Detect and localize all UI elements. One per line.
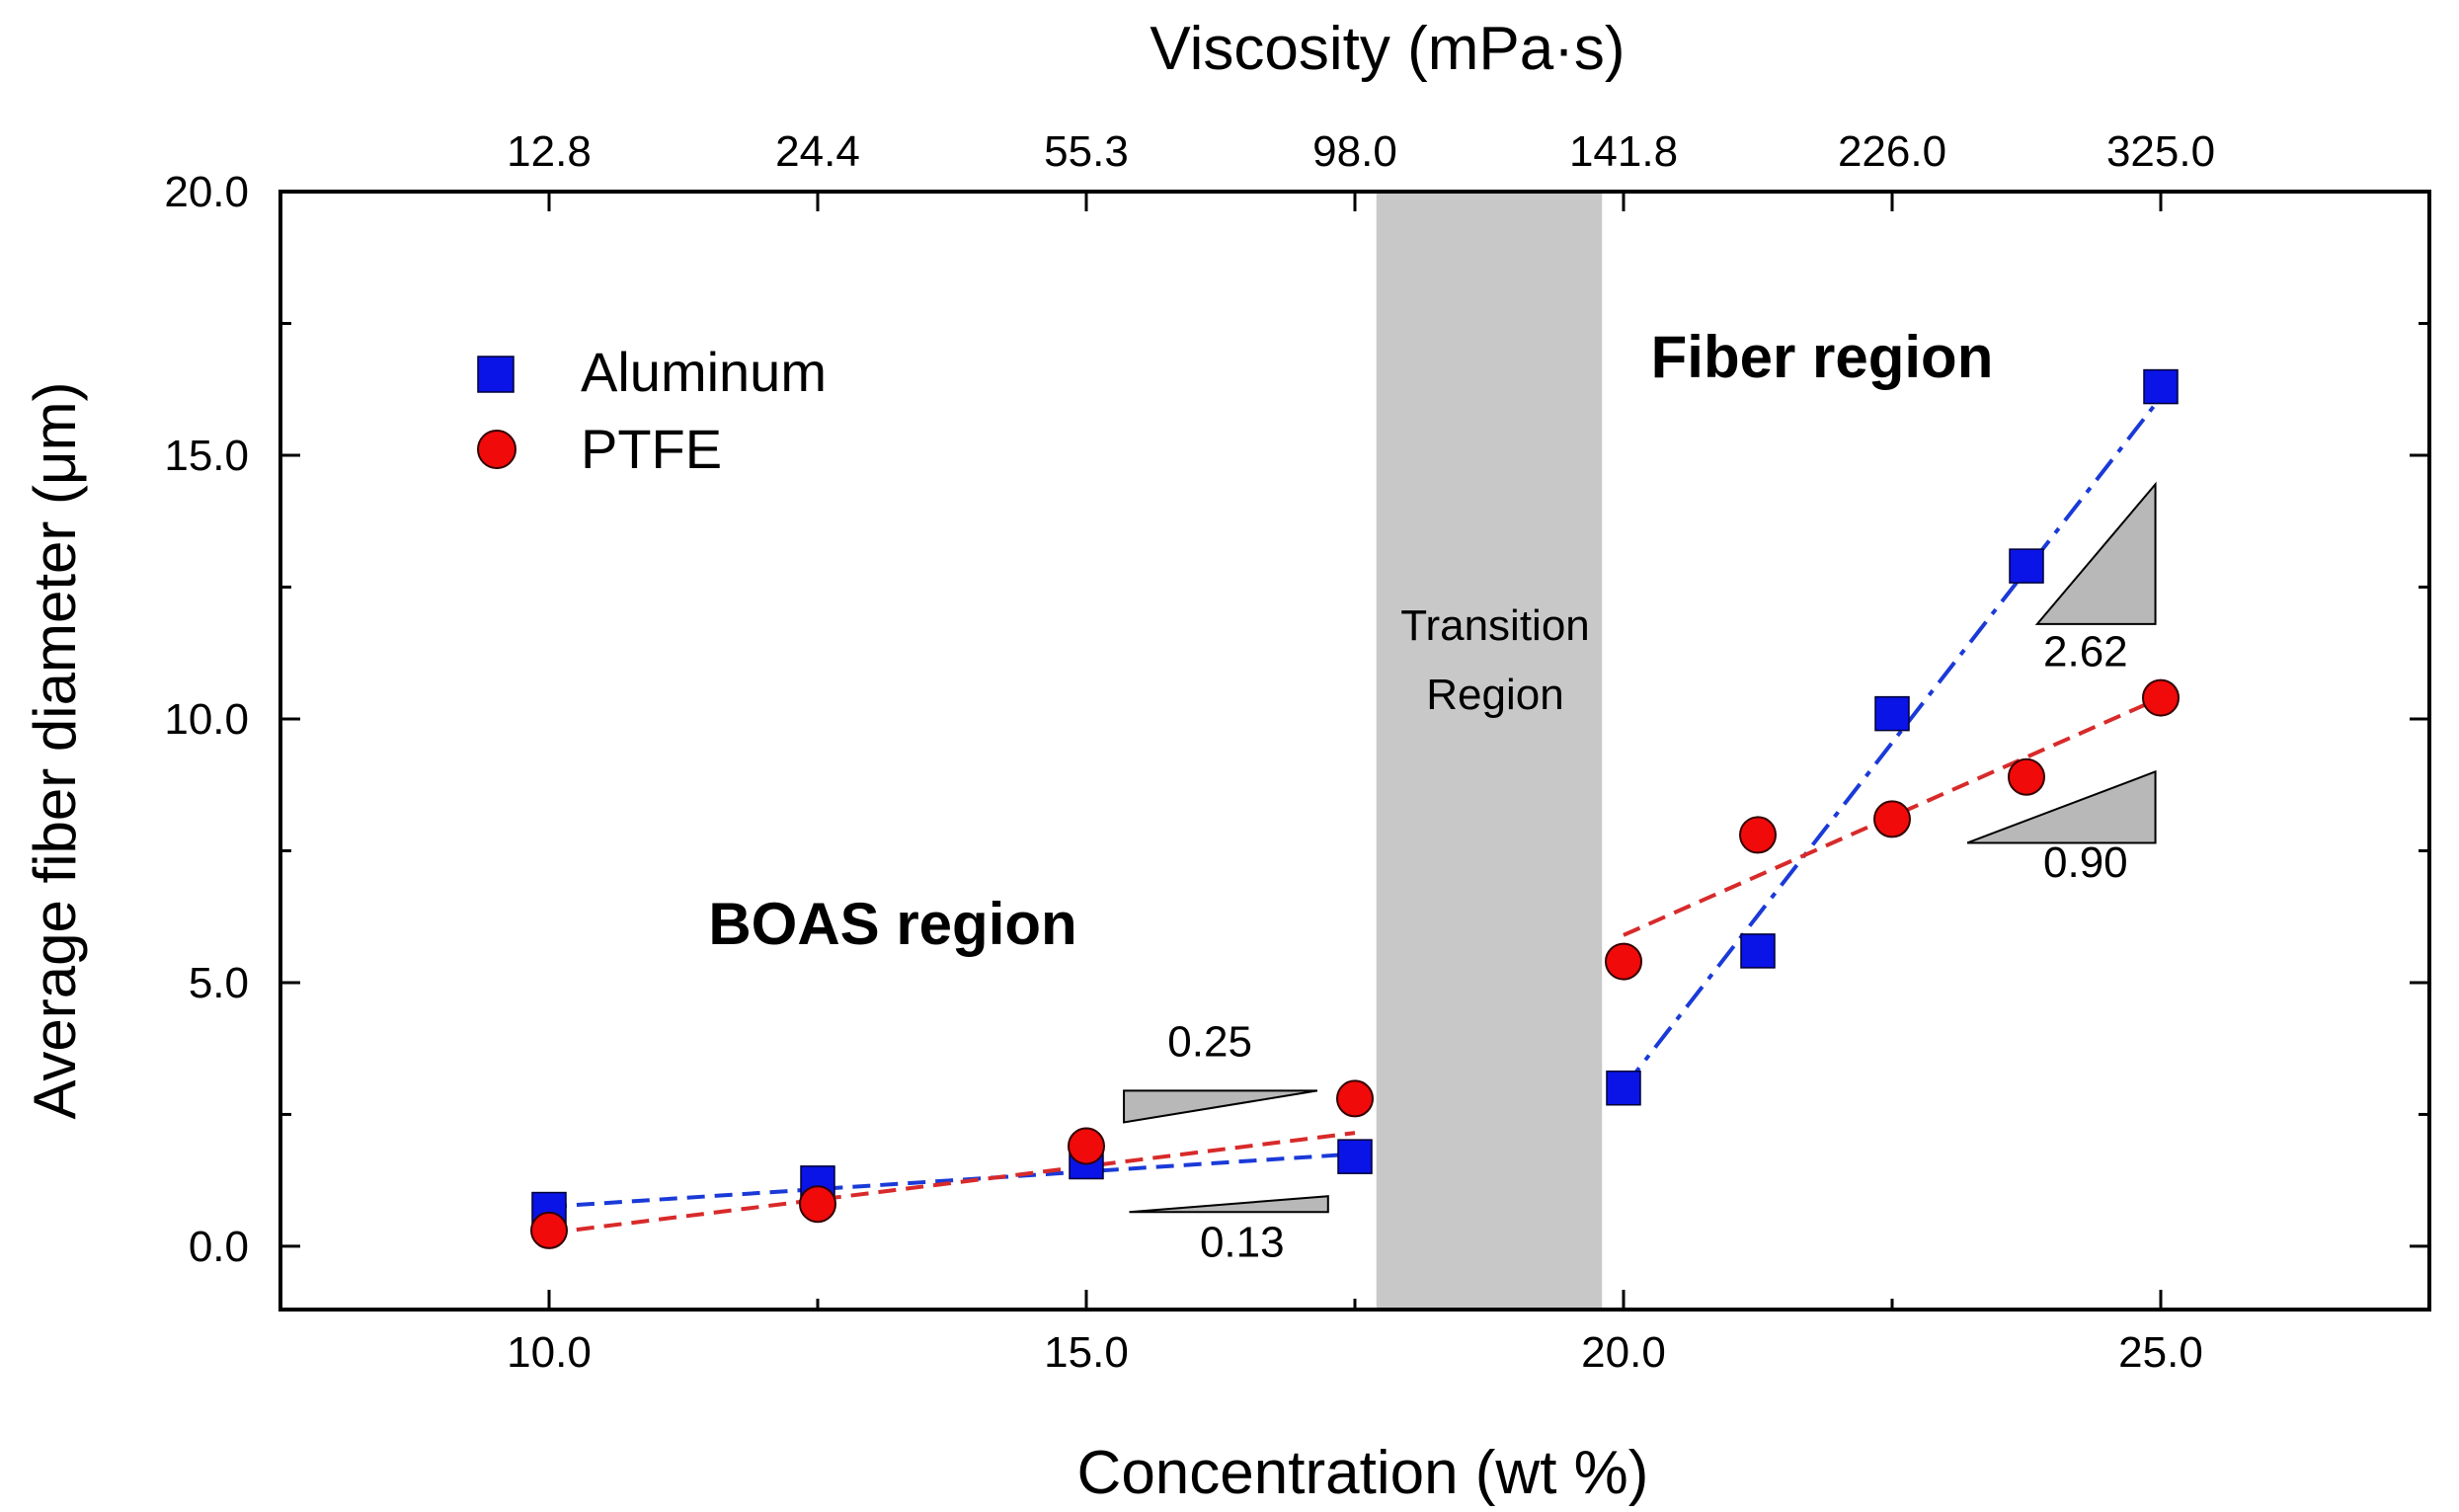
top-tick-label: 55.3 [1044, 127, 1129, 176]
region-layer [1376, 194, 1603, 1308]
x-tick-label: 25.0 [2118, 1328, 2203, 1377]
annotation-boas-region: BOAS region [708, 891, 1076, 957]
y-tick-label: 0.0 [189, 1223, 249, 1271]
ptfe-point [1873, 800, 1911, 838]
ptfe-point [2142, 678, 2180, 717]
aluminum-point [1740, 933, 1776, 969]
top-tick-label: 226.0 [1838, 127, 1946, 176]
ptfe-point [1336, 1079, 1374, 1118]
y-tick-label: 10.0 [164, 695, 249, 744]
slope-triangle [1966, 769, 2157, 844]
slope-triangle [2034, 481, 2157, 625]
ptfe-point [1068, 1127, 1105, 1165]
legend: Aluminum PTFE [477, 341, 827, 480]
top-tick-label: 24.4 [775, 127, 860, 176]
ptfe-point [530, 1211, 568, 1249]
ptfe-point [1605, 942, 1642, 981]
aluminum-point [2143, 368, 2179, 405]
y-tick-label: 20.0 [164, 168, 249, 216]
ptfe-point [1739, 816, 1777, 854]
legend-marker-aluminum [477, 356, 515, 393]
y-tick-label: 5.0 [189, 959, 249, 1007]
aluminum-point [1337, 1139, 1373, 1174]
y-tick-label: 15.0 [164, 432, 249, 480]
top-tick-label: 141.8 [1569, 127, 1678, 176]
slope-label: 0.90 [2043, 838, 2128, 887]
x-axis-label: Concentration (wt %) [1077, 1439, 1649, 1507]
slope-label: 0.25 [1167, 1018, 1252, 1067]
transition-region-band [1376, 194, 1603, 1308]
annotation-fiber-region: Fiber region [1651, 324, 1994, 390]
ptfe-point [2008, 757, 2045, 796]
top-tick-label: 325.0 [2106, 127, 2215, 176]
slope-label: 0.13 [1200, 1219, 1285, 1267]
fit-line-aluminum-2 [1622, 396, 2163, 1089]
transition-label-line-2: Region [1426, 671, 1563, 719]
x-tick-label: 15.0 [1044, 1328, 1129, 1377]
axes-layer: 10.0 15.0 20.0 25.0 12.8 24.4 55.3 98.0 141.8 226… [164, 127, 2431, 1377]
slope-triangle [1129, 1195, 1329, 1214]
fit-line-aluminum-1 [548, 1152, 1356, 1209]
slope-triangle [1123, 1089, 1318, 1124]
ptfe-point [799, 1185, 836, 1224]
aluminum-point [1874, 695, 1910, 732]
legend-marker-ptfe [477, 430, 516, 469]
aluminum-point [2009, 548, 2044, 584]
slope-triangles-layer: 0.25 0.13 2.62 0.90 [1123, 481, 2157, 1267]
fit-line-ptfe-1 [548, 1131, 1356, 1235]
transition-label-line-1: Transition [1400, 601, 1590, 650]
top-tick-label: 12.8 [507, 127, 592, 176]
y-axis-label: Average fiber diameter (μm) [22, 381, 88, 1119]
top-tick-label: 98.0 [1312, 127, 1397, 176]
legend-label-aluminum: Aluminum [581, 341, 827, 403]
legend-label-ptfe: PTFE [581, 418, 722, 480]
top-axis-label: Viscosity (mPa·s) [1150, 15, 1625, 83]
aluminum-point [1606, 1070, 1641, 1106]
x-tick-label: 10.0 [507, 1328, 592, 1377]
slope-label: 2.62 [2043, 628, 2128, 676]
data-points-layer [530, 368, 2180, 1249]
x-tick-label: 20.0 [1581, 1328, 1666, 1377]
